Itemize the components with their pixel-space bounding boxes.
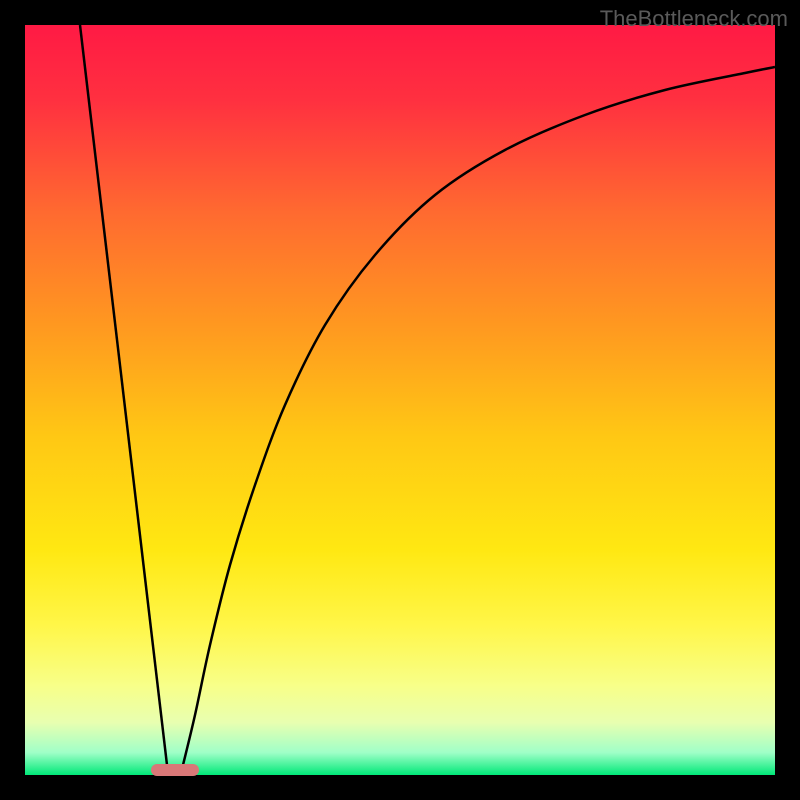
gradient-background <box>25 25 775 775</box>
bottleneck-marker <box>151 764 199 776</box>
chart-container: TheBottleneck.com <box>0 0 800 800</box>
watermark-text: TheBottleneck.com <box>600 6 788 32</box>
chart-svg <box>0 0 800 800</box>
